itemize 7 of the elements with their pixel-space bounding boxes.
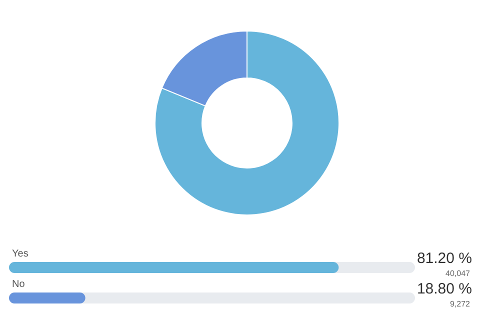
category-label: No [12, 278, 25, 290]
donut-slice [154, 30, 340, 216]
data-label: 18.80 % [416, 280, 472, 298]
text: 9,272 [450, 300, 471, 308]
text: 40,047 [446, 269, 471, 278]
category-label: Yes [12, 248, 28, 260]
data-label: 81.20 % [416, 250, 472, 267]
